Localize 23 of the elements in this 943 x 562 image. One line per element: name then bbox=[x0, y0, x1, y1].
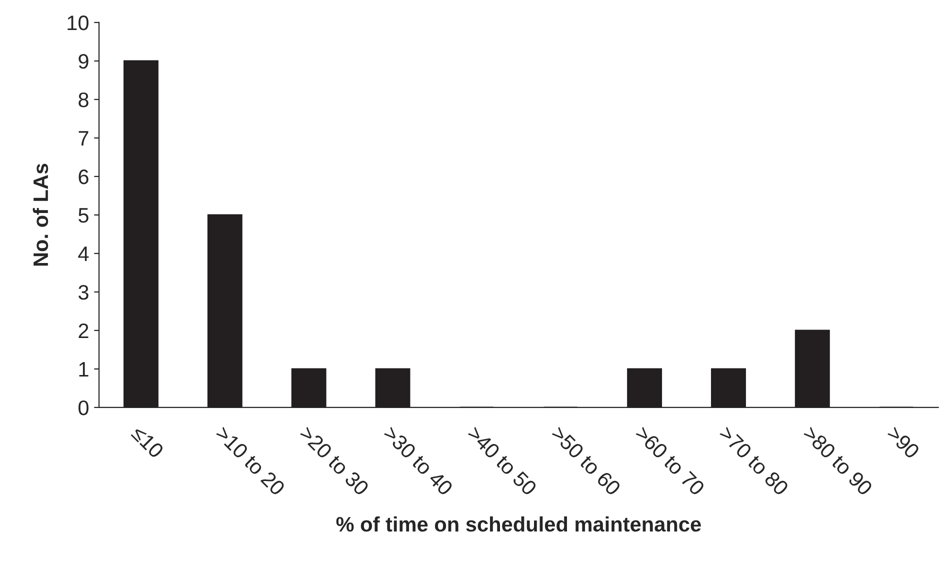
y-tick-label: 6 bbox=[78, 169, 88, 184]
y-tick-label: 9 bbox=[78, 54, 88, 69]
y-tick-label: 7 bbox=[78, 131, 88, 146]
y-tick-label: 1 bbox=[79, 362, 88, 376]
y-tick-label: 8 bbox=[78, 92, 88, 108]
y-tick-label: 0 bbox=[78, 400, 88, 416]
x-tick-label: >30 to 40 bbox=[382, 425, 454, 496]
y-tick-label: 2 bbox=[78, 323, 88, 338]
x-tick-label: >40 to 50 bbox=[466, 425, 538, 496]
x-tick-label: >10 to 20 bbox=[214, 425, 286, 496]
y-tick-label: 4 bbox=[78, 246, 89, 262]
x-tick-label: >80 to 90 bbox=[802, 425, 874, 496]
y-tick-label: 10 bbox=[68, 15, 88, 30]
x-tick-label: >50 to 60 bbox=[550, 425, 622, 496]
x-tick-label: ≤10 bbox=[130, 424, 164, 459]
x-tick-label: >60 to 70 bbox=[634, 425, 706, 496]
y-tick-label: 5 bbox=[78, 208, 88, 223]
x-tick-label: >20 to 30 bbox=[298, 425, 370, 496]
x-tick-label: >90 bbox=[886, 425, 920, 460]
x-tick-label: >70 to 80 bbox=[718, 425, 790, 496]
x-axis-title: % of time on scheduled maintenance bbox=[336, 516, 701, 532]
y-tick-label: 3 bbox=[78, 284, 88, 300]
y-axis-title: No. of LAs bbox=[32, 164, 48, 266]
